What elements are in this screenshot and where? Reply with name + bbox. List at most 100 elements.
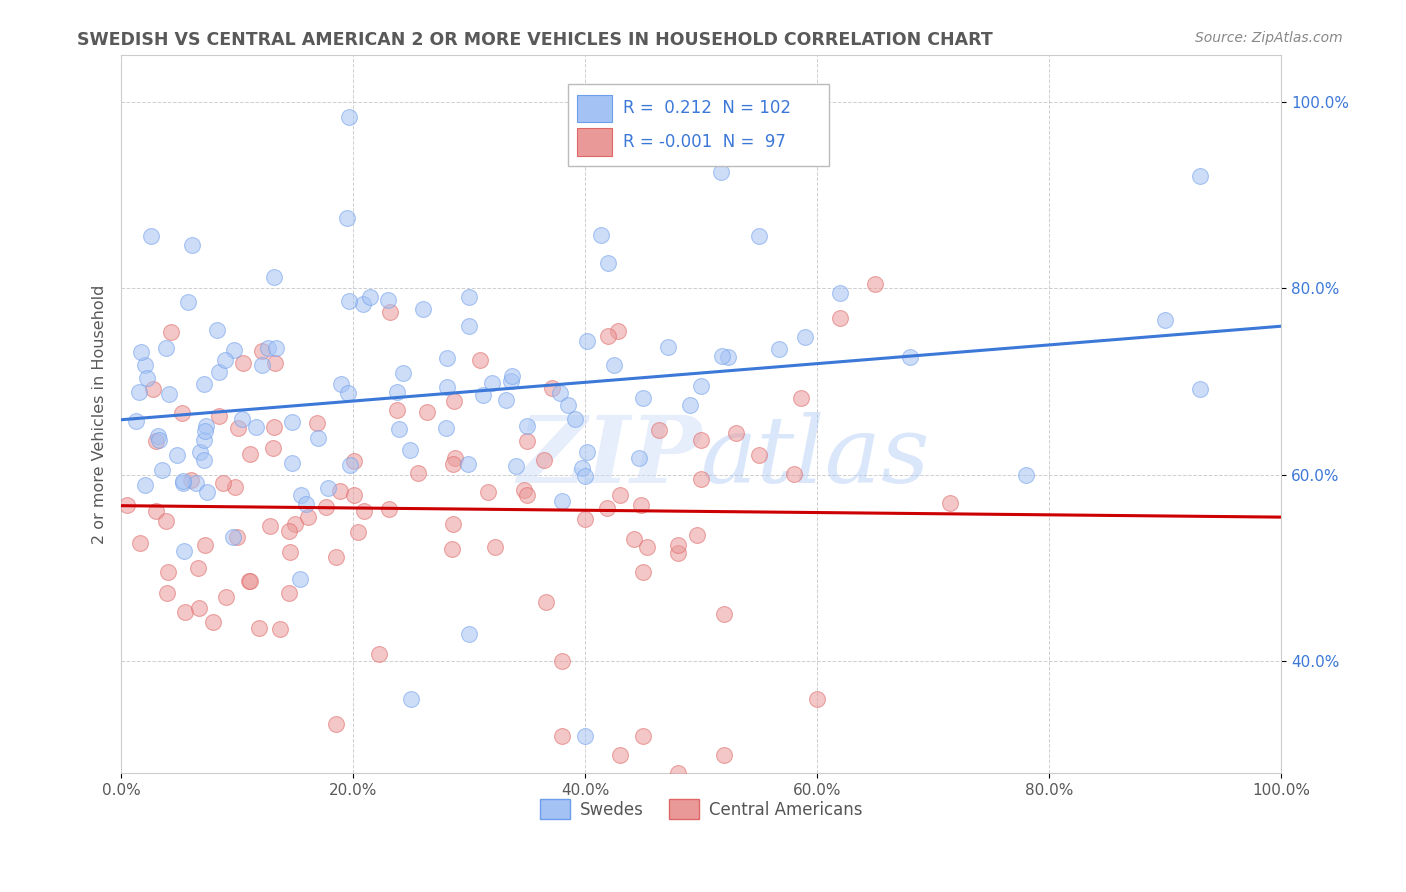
Point [278,586,301,600]
Point [159,325,181,339]
Point [157,386,180,401]
Point [226,420,249,434]
Point [336,211,359,225]
Point [347,525,370,540]
Point [150,463,173,477]
Point [609,747,631,762]
Point [710,349,733,363]
Point [636,540,658,554]
Point [231,411,253,425]
Point [457,457,479,471]
Point [297,510,319,524]
FancyBboxPatch shape [568,84,828,167]
Point [512,483,534,498]
Point [128,385,150,400]
Point [232,356,254,370]
Point [247,620,270,634]
Point [284,516,307,531]
Point [172,475,194,489]
Point [343,488,366,502]
Point [606,325,628,339]
Point [129,345,152,359]
Point [224,343,246,357]
Point [534,595,557,609]
Point [631,566,654,580]
Point [596,501,619,516]
Point [657,340,679,354]
Point [148,429,170,443]
Point [148,434,170,448]
Point [368,647,391,661]
Point [516,419,538,434]
Point [155,341,177,355]
Point [315,500,337,515]
Point [589,227,612,242]
Point [177,295,200,310]
Point [325,550,347,565]
Point [416,405,439,419]
Point [598,256,620,270]
Point [257,341,280,355]
Point [457,319,479,334]
Point [690,433,713,447]
Point [939,496,962,510]
Text: R =  0.212  N = 102: R = 0.212 N = 102 [623,99,792,117]
Point [748,229,770,244]
Point [1154,312,1177,326]
Point [603,358,626,372]
FancyBboxPatch shape [576,95,612,122]
Point [551,729,574,743]
Point [145,504,167,518]
Point [337,111,360,125]
Point [783,467,806,481]
Point [666,766,689,780]
Point [471,388,494,402]
Point [215,590,238,604]
Point [194,424,217,438]
Point [557,398,579,412]
Point [134,478,156,492]
Point [238,574,260,589]
Point [142,382,165,396]
Point [278,544,301,558]
Text: ZIP: ZIP [517,412,702,502]
Point [628,450,651,465]
Point [830,286,852,301]
Point [481,376,503,390]
Point [212,475,235,490]
Point [443,451,465,466]
Point [385,384,408,399]
Point [250,344,273,359]
Point [263,270,285,285]
Point [281,415,304,429]
Point [226,531,249,545]
Point [202,615,225,629]
Point [193,433,215,447]
Point [623,532,645,546]
Point [458,290,481,304]
Point [631,391,654,405]
Point [863,277,886,291]
Point [307,417,329,431]
Point [378,305,401,319]
Point [173,544,195,558]
Point [686,528,709,542]
Point [598,329,620,343]
Point [392,367,415,381]
Point [387,403,409,417]
Point [516,488,538,502]
Point [441,516,464,531]
Point [339,458,361,473]
Point [330,377,353,392]
Point [499,374,522,388]
Point [318,482,340,496]
Text: atlas: atlas [702,412,931,502]
Point [666,546,689,560]
Point [412,301,434,316]
Point [631,729,654,743]
Point [269,622,291,636]
Point [157,566,180,580]
Point [713,747,735,762]
Point [263,420,285,434]
Point [1015,467,1038,482]
